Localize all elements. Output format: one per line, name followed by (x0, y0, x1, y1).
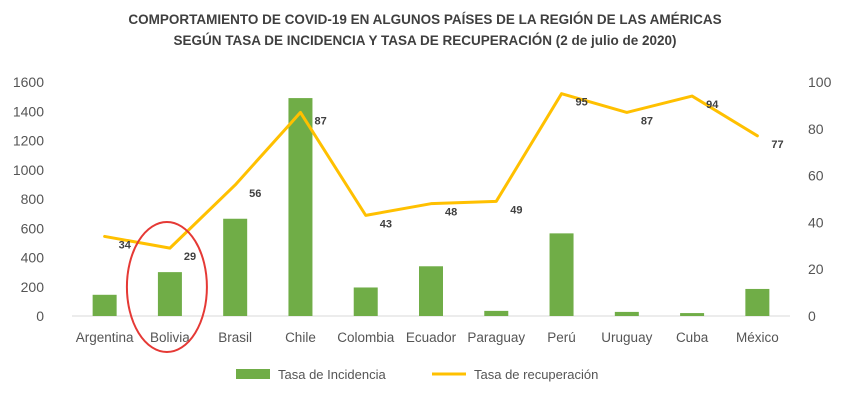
incidence-bar (223, 218, 248, 316)
incidence-bar (484, 310, 509, 316)
y-left-tick-label: 400 (21, 250, 45, 266)
recovery-data-label: 43 (380, 218, 392, 230)
recovery-data-label: 49 (510, 204, 522, 216)
recovery-data-label: 77 (771, 139, 783, 151)
x-category-label: Paraguay (467, 330, 525, 345)
incidence-bar (419, 266, 443, 316)
recovery-data-label: 95 (576, 97, 588, 109)
x-category-label: Bolivia (150, 330, 190, 345)
x-category-label: México (736, 330, 779, 345)
y-right-tick-label: 60 (808, 168, 824, 184)
recovery-data-label: 87 (641, 115, 653, 127)
y-left-tick-label: 600 (21, 220, 45, 236)
x-category-label: Cuba (676, 330, 709, 345)
recovery-data-label: 56 (249, 188, 261, 200)
y-right-tick-label: 100 (808, 74, 832, 90)
x-category-label: Brasil (218, 330, 252, 345)
legend-label-recovery: Tasa de recuperación (474, 367, 598, 382)
recovery-data-label: 87 (314, 115, 326, 127)
incidence-bar (92, 294, 117, 316)
incidence-bar (680, 313, 705, 316)
x-category-label: Argentina (76, 330, 134, 345)
recovery-data-label: 94 (706, 99, 719, 111)
chart-title: COMPORTAMIENTO DE COVID-19 EN ALGUNOS PA… (128, 12, 722, 27)
y-right-tick-label: 40 (808, 214, 824, 230)
y-right-tick-label: 80 (808, 121, 824, 137)
y-left-tick-label: 0 (36, 308, 44, 324)
y-right-tick-label: 20 (808, 261, 824, 277)
y-right-tick-label: 0 (808, 308, 816, 324)
incidence-bar (745, 288, 770, 316)
y-left-tick-label: 1000 (13, 162, 44, 178)
recovery-data-label: 29 (184, 251, 196, 263)
recovery-data-label: 34 (119, 239, 132, 251)
x-category-label: Uruguay (601, 330, 652, 345)
x-category-label: Perú (547, 330, 576, 345)
bolivia-highlight-ellipse (125, 221, 208, 353)
x-category-label: Ecuador (406, 330, 457, 345)
incidence-bar (288, 98, 313, 317)
x-category-label: Colombia (337, 330, 395, 345)
x-category-label: Chile (285, 330, 316, 345)
recovery-line (103, 92, 759, 250)
incidence-bar (353, 287, 378, 316)
recovery-data-label: 48 (445, 207, 457, 219)
incidence-bar (157, 272, 182, 316)
incidence-bar (549, 233, 574, 316)
legend-label-incidence: Tasa de Incidencia (278, 367, 386, 382)
chart-subtitle: SEGÚN TASA DE INCIDENCIA Y TASA DE RECUP… (173, 33, 677, 48)
incidence-bar (614, 311, 639, 316)
y-left-tick-label: 1200 (13, 133, 44, 149)
y-left-tick-label: 1400 (13, 103, 44, 119)
y-left-tick-label: 800 (21, 191, 45, 207)
y-left-tick-label: 200 (21, 279, 45, 295)
legend-bar-swatch (236, 369, 270, 379)
y-left-tick-label: 1600 (13, 74, 44, 90)
